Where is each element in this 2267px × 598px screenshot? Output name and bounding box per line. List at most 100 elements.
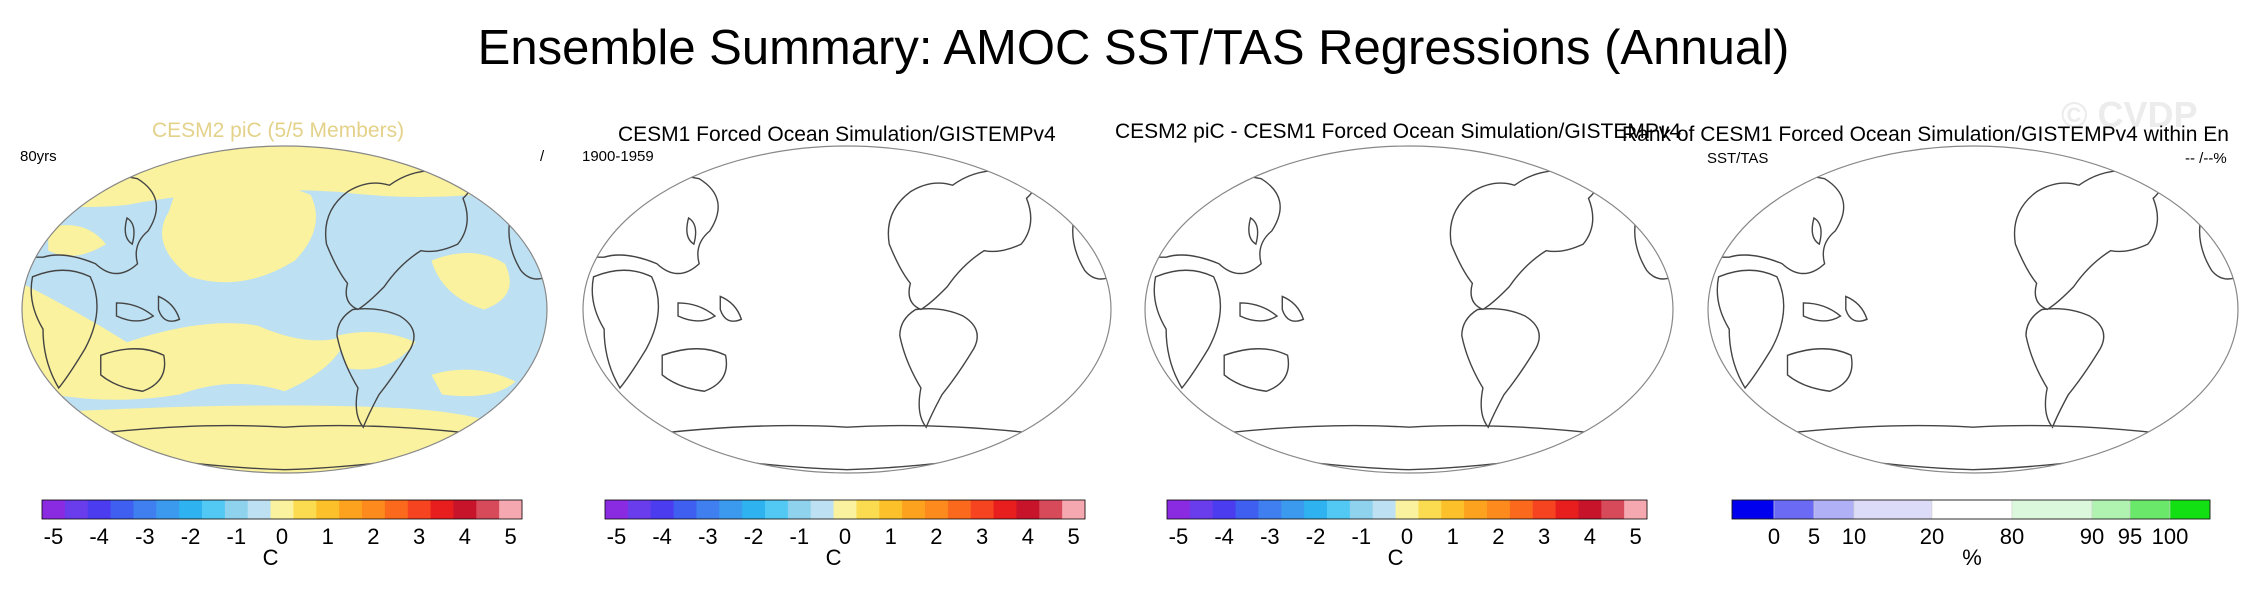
colorbar-4-tick: 10 <box>1841 524 1867 549</box>
colorbar-swatch <box>970 500 995 519</box>
colorbar-swatch <box>810 500 835 519</box>
main-title: Ensemble Summary: AMOC SST/TAS Regressio… <box>477 21 1790 75</box>
panel-4-right-label: -- /--% <box>2185 150 2227 167</box>
colorbar-swatch <box>1039 500 1063 519</box>
colorbar-swatch <box>696 500 720 519</box>
colorbar-swatch <box>270 500 294 519</box>
colorbar-2-tick: 3 <box>976 524 989 549</box>
panel-2-left-label: 1900-1959 <box>582 148 654 165</box>
colorbar-4-tick: 95 <box>2117 524 2143 549</box>
colorbar-1-tick: -2 <box>180 524 201 549</box>
panel-1-title: CESM2 piC (5/5 Members) <box>152 119 405 142</box>
colorbar-1-tick: 4 <box>458 524 471 549</box>
colorbar-3-tick: 0 <box>1400 524 1414 549</box>
colorbar-2-tick: -1 <box>789 524 810 549</box>
colorbar-2-tick: -3 <box>698 524 718 549</box>
colorbar-swatch <box>925 500 949 519</box>
colorbar-swatch <box>1853 499 1933 520</box>
colorbar-swatch <box>627 500 652 519</box>
colorbar-swatch <box>1304 500 1328 519</box>
colorbar-3-tick: -4 <box>1214 524 1234 549</box>
coastline <box>1708 159 2238 470</box>
colorbar-swatch <box>476 500 500 519</box>
colorbar-swatch <box>224 500 249 519</box>
regression-region-3 <box>337 331 416 370</box>
colorbar-swatch <box>339 500 363 519</box>
colorbar-swatch <box>742 500 766 519</box>
colorbar-2-tick: 4 <box>1021 524 1034 549</box>
regression-region-4 <box>431 253 510 310</box>
colorbar-swatch <box>1773 499 1815 520</box>
colorbar-3-tick: 1 <box>1446 524 1459 549</box>
colorbar-2-unit: C <box>825 545 842 570</box>
colorbar-swatch <box>1578 500 1602 519</box>
colorbar-swatch <box>1601 500 1625 519</box>
colorbar-swatch <box>1258 500 1282 519</box>
colorbar-swatch <box>87 500 112 519</box>
map-border <box>1144 145 1674 474</box>
colorbar-swatch <box>1395 500 1419 519</box>
colorbar-swatch <box>879 500 903 519</box>
colorbar-swatch <box>856 500 880 519</box>
colorbar-swatch <box>1418 500 1442 519</box>
colorbar-1-unit: C <box>262 545 279 570</box>
colorbar-swatch <box>1624 500 1648 519</box>
colorbar-swatch <box>453 500 477 519</box>
colorbar-swatch <box>64 500 89 519</box>
colorbar-4-tick: 80 <box>1999 524 2025 549</box>
colorbar-swatch <box>1327 500 1351 519</box>
panel-3-title: CESM2 piC - CESM1 Forced Ocean Simulatio… <box>1115 120 1682 143</box>
colorbar-1-tick: -1 <box>226 524 247 549</box>
colorbar-swatch <box>293 500 317 519</box>
panel-4-title: Rank of CESM1 Forced Ocean Simulation/GI… <box>1622 123 2229 146</box>
panel-1-left-label: 80yrs <box>20 148 57 165</box>
colorbar-swatch <box>993 500 1017 519</box>
colorbar-3-tick: 2 <box>1492 524 1505 549</box>
colorbar-swatch <box>1167 500 1191 519</box>
map-panel-2 <box>582 145 1112 474</box>
colorbar-swatch <box>1813 499 1855 520</box>
panel-4-left-label: SST/TAS <box>1707 150 1769 167</box>
watermark: © CVDP <box>2061 94 2198 135</box>
colorbar-swatch <box>1189 500 1214 519</box>
coastline <box>1145 159 1673 470</box>
colorbar-swatch <box>765 500 789 519</box>
colorbar-swatch <box>2129 499 2171 520</box>
colorbar-2-tick: -5 <box>606 524 627 549</box>
colorbar-swatch <box>1235 500 1259 519</box>
colorbar-swatch <box>499 500 523 519</box>
colorbar-swatch <box>1372 500 1397 519</box>
colorbar-swatch <box>1016 500 1040 519</box>
colorbar-4 <box>1731 499 2211 520</box>
colorbar-swatch <box>1062 500 1086 519</box>
colorbar-1-tick: 1 <box>321 524 334 549</box>
colorbar-swatch <box>605 500 629 519</box>
colorbar-4-unit: % <box>1962 545 1982 570</box>
colorbar-swatch <box>42 500 66 519</box>
regression-region-7 <box>48 225 106 256</box>
colorbar-swatch <box>719 500 743 519</box>
colorbar-3-tick: -3 <box>1260 524 1280 549</box>
colorbar-swatch <box>2011 499 2093 520</box>
coastline <box>583 159 1111 470</box>
colorbar-4-tick: 0 <box>1767 524 1781 549</box>
colorbar-swatch <box>833 500 857 519</box>
panel-2-title: CESM1 Forced Ocean Simulation/GISTEMPv4 <box>618 123 1056 146</box>
colorbar-2 <box>604 499 1086 520</box>
colorbar-3 <box>1166 499 1648 520</box>
colorbar-swatch <box>384 500 409 519</box>
colorbar-2-tick: 2 <box>930 524 943 549</box>
colorbar-3-tick: -1 <box>1351 524 1372 549</box>
panel-1-right-label: / <box>540 148 545 165</box>
map-border <box>582 145 1112 474</box>
colorbar-swatch <box>156 500 180 519</box>
colorbar-swatch <box>1212 500 1237 519</box>
colorbar-2-tick: 1 <box>884 524 897 549</box>
regression-region-1 <box>22 283 348 400</box>
map-panel-4 <box>1707 145 2239 474</box>
colorbar-swatch <box>787 500 812 519</box>
colorbar-swatch <box>650 500 675 519</box>
colorbar-3-unit: C <box>1387 545 1404 570</box>
colorbar-swatch <box>902 500 926 519</box>
colorbar-swatch <box>316 500 340 519</box>
